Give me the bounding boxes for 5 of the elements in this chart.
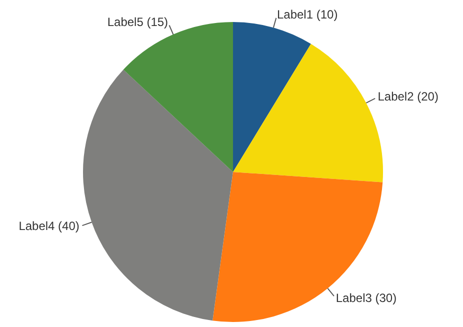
slice-label: Label5 (15)	[107, 14, 168, 29]
slice-label: Label1 (10)	[276, 7, 338, 22]
slice-label: Label4 (40)	[18, 218, 80, 233]
slice-label: Label2 (20)	[378, 89, 438, 104]
slice-label: Label3 (30)	[336, 290, 397, 305]
